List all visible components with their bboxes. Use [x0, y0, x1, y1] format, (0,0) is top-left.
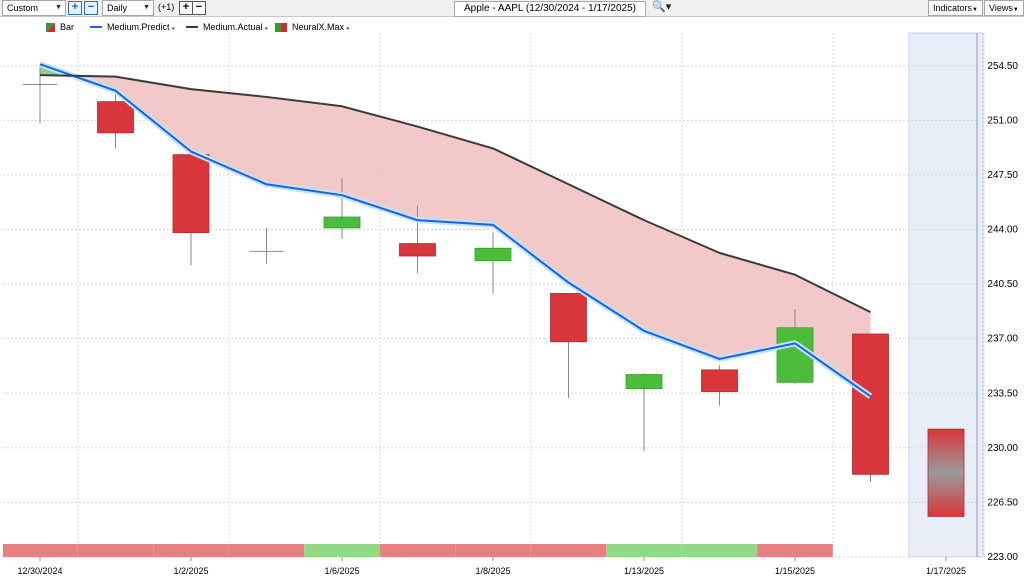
neuralx-strip-segment — [228, 544, 305, 557]
x-tick-label: 1/6/2025 — [324, 566, 359, 576]
symbol-title-field[interactable]: Apple - AAPL (12/30/2024 - 1/17/2025) — [454, 1, 646, 17]
forecast-bar — [927, 428, 965, 517]
medium-actual-line — [39, 74, 871, 314]
x-tick-label: 12/30/2024 — [17, 566, 62, 576]
x-tick-label: 1/2/2025 — [173, 566, 208, 576]
medium-predict-line — [39, 63, 872, 398]
neuralx-strip-segment — [304, 544, 380, 557]
neuralx-strip-segment — [606, 544, 682, 557]
strip-legend-icon — [275, 23, 287, 33]
y-tick-label: 244.00 — [987, 225, 1018, 236]
interval-dropdown[interactable]: Daily ▼ — [102, 0, 154, 16]
y-tick-label: 230.00 — [987, 443, 1018, 454]
preset-label: Custom — [7, 3, 39, 13]
chevron-down-icon: ▼ — [972, 7, 978, 13]
legend-item-medium-actual[interactable]: Medium.Actual ● — [186, 21, 268, 35]
views-button[interactable]: Views▼ — [984, 0, 1024, 16]
settings-dot-icon: ● — [346, 26, 350, 32]
neuralx-strip-segment — [455, 544, 531, 557]
legend-item-neuralx-max[interactable]: NeuralX.Max ● — [275, 21, 350, 35]
y-tick-label: 226.50 — [987, 497, 1018, 508]
legend-label: NeuralX.Max — [292, 22, 345, 32]
settings-dot-icon: ● — [171, 26, 176, 32]
legend-label: Medium.Predict — [107, 22, 170, 32]
price-chart[interactable]: 223.00 226.50 230.00 233.50 237.00 240.50 244.… — [0, 16, 1024, 581]
search-icon[interactable]: 🔍▾ — [652, 1, 672, 13]
offset-decrease-button[interactable]: − — [192, 1, 206, 15]
toolbar: Custom ▼ + − Daily ▼ (+1) + − Apple - AAPL… — [0, 0, 1024, 17]
chevron-down-icon: ▼ — [1012, 7, 1019, 13]
y-tick-label: 240.50 — [987, 279, 1018, 290]
candle-body — [474, 247, 512, 262]
neuralx-strip-segment — [153, 544, 229, 557]
zoom-out-button[interactable]: − — [84, 1, 98, 15]
interval-label: Daily — [107, 3, 128, 13]
x-tick-label: 1/8/2025 — [475, 566, 510, 576]
neuralx-strip-segment — [530, 544, 607, 557]
y-tick-label: 223.00 — [987, 552, 1018, 563]
candle-body — [399, 243, 436, 257]
candle-body — [852, 333, 889, 475]
x-tick-label: 1/15/2025 — [775, 566, 815, 576]
chevron-down-icon: ▼ — [143, 4, 150, 11]
legend-label: Bar — [60, 22, 75, 32]
x-tick-label: 1/13/2025 — [624, 566, 664, 576]
candle-body — [625, 374, 663, 389]
y-tick-label: 254.50 — [987, 61, 1018, 72]
neuralx-strip-segment — [681, 544, 758, 557]
y-tick-label: 233.50 — [987, 388, 1018, 399]
views-label: Views — [989, 3, 1013, 13]
neuralx-strip-segment — [379, 544, 456, 557]
indicators-label: Indicators — [933, 3, 973, 13]
chevron-down-icon: ▼ — [55, 4, 62, 11]
preset-dropdown[interactable]: Custom ▼ — [2, 0, 66, 16]
prediction-band — [40, 64, 871, 397]
indicators-button[interactable]: Indicators▼ — [928, 0, 983, 16]
legend-label: Medium.Actual — [203, 22, 263, 32]
neuralx-strip-segment — [757, 544, 833, 557]
candle-body — [701, 369, 738, 393]
zoom-in-button[interactable]: + — [68, 1, 82, 15]
offset-label: (+1) — [158, 2, 175, 12]
y-tick-label: 237.00 — [987, 334, 1018, 345]
bar-legend-icon — [46, 23, 55, 33]
neuralx-strip-segment — [3, 544, 78, 557]
candle-body — [172, 154, 210, 234]
legend-item-bar[interactable]: Bar — [46, 21, 74, 33]
neuralx-strip-segment — [77, 544, 154, 557]
x-tick-label: 1/17/2025 — [926, 566, 966, 576]
line-legend-icon — [90, 26, 102, 29]
y-tick-label: 251.00 — [987, 115, 1018, 126]
y-tick-label: 247.50 — [987, 170, 1018, 181]
candle-body — [97, 101, 134, 134]
settings-dot-icon: ● — [264, 26, 269, 32]
candle-body — [550, 293, 587, 343]
line-legend-icon — [186, 26, 198, 29]
candle-body — [323, 216, 361, 229]
offset-increase-button[interactable]: + — [179, 1, 193, 15]
legend-item-medium-predict[interactable]: Medium.Predict ● — [90, 21, 175, 35]
